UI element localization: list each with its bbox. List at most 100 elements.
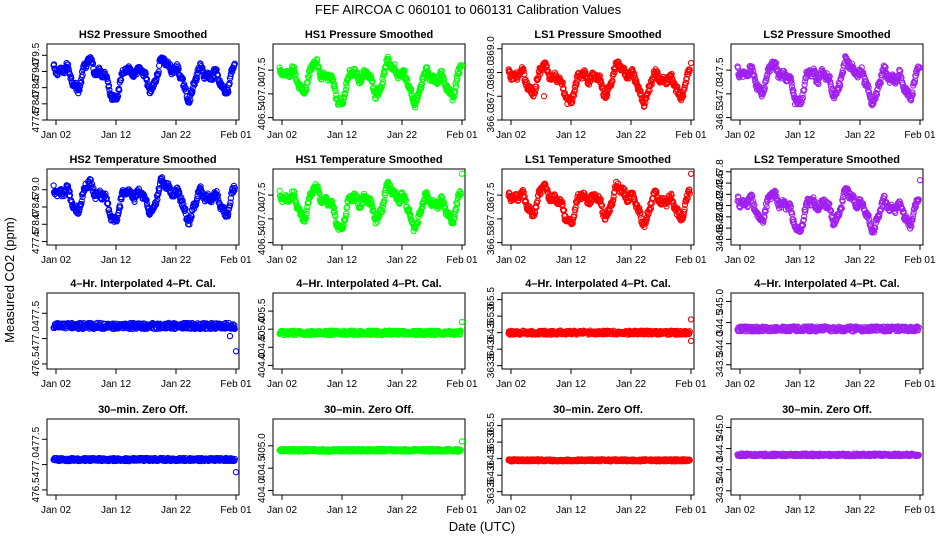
x-tick-label: Jan 22 bbox=[387, 255, 417, 266]
panel-hs1-row-0: HS1 Pressure Smoothed406.5407.0407.5Jan … bbox=[257, 29, 478, 141]
panel-ls2-row-1: LS2 Temperature Smoothed346.6346.8347.03… bbox=[715, 154, 936, 266]
x-tick-label: Feb 01 bbox=[220, 255, 252, 266]
panel-title: HS1 Pressure Smoothed bbox=[305, 29, 433, 41]
y-tick-label: 406.5 bbox=[257, 105, 268, 130]
x-axis-label: Date (UTC) bbox=[449, 519, 515, 534]
y-axis-label: Measured CO2 (ppm) bbox=[2, 217, 17, 343]
data-points bbox=[277, 171, 465, 233]
y-tick-label: 367.0 bbox=[486, 83, 497, 108]
panel-title: 4–Hr. Interpolated 4–Pt. Cal. bbox=[296, 278, 442, 290]
y-tick-label: 346.5 bbox=[715, 105, 726, 130]
data-points bbox=[735, 54, 923, 108]
y-tick-label: 347.5 bbox=[715, 57, 726, 82]
x-tick-label: Jan 12 bbox=[101, 130, 131, 141]
y-tick-label: 479.0 bbox=[31, 177, 42, 202]
x-tick-label: Jan 02 bbox=[725, 130, 755, 141]
outlier-point bbox=[459, 171, 464, 176]
panels: HS2 Pressure Smoothed477.5478.0478.5479.… bbox=[31, 29, 936, 516]
panel-hs1-row-2: 4–Hr. Interpolated 4–Pt. Cal.404.0404.54… bbox=[257, 278, 478, 390]
x-tick-label: Feb 01 bbox=[220, 130, 252, 141]
data-points bbox=[277, 54, 465, 110]
data-point bbox=[51, 183, 56, 188]
x-tick-label: Feb 01 bbox=[675, 255, 707, 266]
data-points bbox=[506, 317, 694, 344]
x-tick-label: Jan 02 bbox=[267, 379, 297, 390]
panel-title: 4–Hr. Interpolated 4–Pt. Cal. bbox=[525, 278, 671, 290]
panel-hs2-row-2: 4–Hr. Interpolated 4–Pt. Cal. 476.5477.04… bbox=[31, 278, 252, 390]
y-tick-label: 476.5 bbox=[31, 351, 42, 376]
x-tick-label: Jan 22 bbox=[387, 379, 417, 390]
panel-title: 4–Hr. Interpolated 4–Pt. Cal. bbox=[70, 278, 216, 290]
data-points bbox=[277, 319, 465, 337]
data-points bbox=[506, 59, 694, 109]
panel-title: 4–Hr. Interpolated 4–Pt. Cal. bbox=[754, 278, 900, 290]
x-tick-label: Jan 22 bbox=[616, 379, 646, 390]
y-tick-label: 479.5 bbox=[31, 42, 42, 67]
x-tick-label: Jan 12 bbox=[556, 255, 586, 266]
data-point bbox=[344, 84, 349, 89]
panel-title: LS2 Temperature Smoothed bbox=[754, 154, 900, 166]
y-tick-label: 347.0 bbox=[715, 81, 726, 106]
x-tick-label: Jan 02 bbox=[725, 255, 755, 266]
y-tick-label: 366.0 bbox=[486, 107, 497, 132]
panel-hs2-row-0: HS2 Pressure Smoothed477.5478.0478.5479.… bbox=[31, 29, 252, 141]
x-tick-label: Jan 02 bbox=[496, 130, 526, 141]
x-tick-label: Jan 22 bbox=[387, 130, 417, 141]
x-tick-label: Feb 01 bbox=[904, 130, 936, 141]
outlier-point bbox=[688, 171, 693, 176]
x-tick-label: Jan 02 bbox=[267, 130, 297, 141]
x-tick-label: Jan 02 bbox=[41, 255, 71, 266]
y-tick-label: 369.0 bbox=[486, 36, 497, 61]
x-tick-label: Jan 12 bbox=[785, 379, 815, 390]
data-points bbox=[51, 320, 239, 354]
data-points bbox=[506, 171, 694, 229]
panel-title: HS1 Temperature Smoothed bbox=[295, 154, 442, 166]
x-tick-label: Feb 01 bbox=[904, 255, 936, 266]
y-tick-label: 407.5 bbox=[257, 57, 268, 82]
x-tick-label: Jan 22 bbox=[161, 255, 191, 266]
x-tick-label: Jan 22 bbox=[845, 130, 875, 141]
y-tick-label: 367.5 bbox=[486, 182, 497, 207]
y-tick-label: 407.5 bbox=[257, 182, 268, 207]
x-tick-label: Jan 12 bbox=[785, 130, 815, 141]
y-tick-label: 477.0 bbox=[31, 326, 42, 351]
data-points bbox=[51, 175, 237, 227]
x-tick-label: Feb 01 bbox=[904, 379, 936, 390]
y-tick-label: 407.0 bbox=[257, 206, 268, 231]
data-point bbox=[157, 63, 162, 68]
y-tick-label: 365.5 bbox=[486, 287, 497, 312]
panel-hs1-row-1: HS1 Temperature Smoothed406.5407.0407.5J… bbox=[257, 154, 478, 266]
x-tick-label: Jan 22 bbox=[616, 130, 646, 141]
outlier-point bbox=[227, 334, 232, 339]
x-tick-label: Jan 12 bbox=[327, 379, 357, 390]
y-tick-label: 368.0 bbox=[486, 60, 497, 85]
panel-title: LS1 Temperature Smoothed bbox=[525, 154, 671, 166]
x-tick-label: Jan 12 bbox=[556, 130, 586, 141]
panel-title: LS2 Pressure Smoothed bbox=[763, 29, 890, 41]
panel-ls2-row-2: 4–Hr. Interpolated 4–Pt. Cal.343.5344.03… bbox=[715, 278, 936, 390]
y-tick-label: 405.5 bbox=[257, 298, 268, 323]
x-tick-label: Jan 02 bbox=[496, 379, 526, 390]
x-tick-label: Jan 22 bbox=[161, 379, 191, 390]
data-points bbox=[51, 55, 237, 105]
x-tick-label: Jan 22 bbox=[616, 255, 646, 266]
panel-title: LS1 Pressure Smoothed bbox=[534, 29, 661, 41]
y-tick-label: 477.5 bbox=[31, 300, 42, 325]
x-tick-label: Feb 01 bbox=[220, 379, 252, 390]
data-point bbox=[277, 188, 282, 193]
panel-ls1-row-0: LS1 Pressure Smoothed 366.0367.0368.0369.… bbox=[486, 29, 707, 141]
panel-ls1-row-2: 4–Hr. Interpolated 4–Pt. Cal.363.5364.03… bbox=[486, 278, 707, 390]
outlier-point bbox=[688, 60, 693, 65]
panel-title: HS2 Pressure Smoothed bbox=[79, 29, 207, 41]
x-tick-label: Jan 22 bbox=[161, 130, 191, 141]
y-tick-label: 367.0 bbox=[486, 206, 497, 231]
x-tick-label: Jan 12 bbox=[785, 255, 815, 266]
x-tick-label: Jan 22 bbox=[845, 255, 875, 266]
x-tick-label: Feb 01 bbox=[675, 379, 707, 390]
x-tick-label: Jan 02 bbox=[41, 130, 71, 141]
x-tick-label: Jan 12 bbox=[101, 255, 131, 266]
x-tick-label: Jan 02 bbox=[41, 379, 71, 390]
outlier-point bbox=[541, 94, 546, 99]
